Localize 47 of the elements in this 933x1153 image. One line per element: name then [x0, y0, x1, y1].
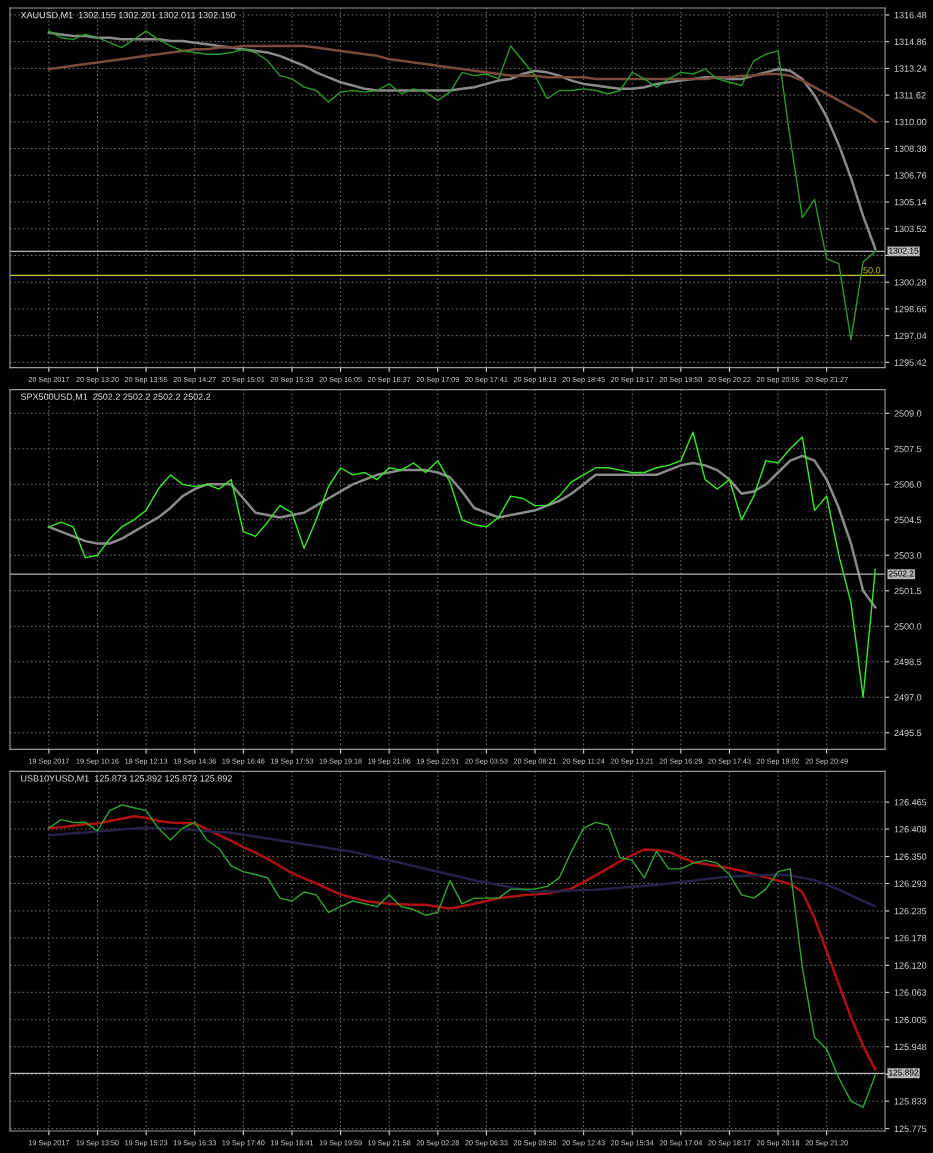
y-tick-label: 1306.76: [894, 172, 927, 179]
chart-title: SPX500USD,M1 2502.2 2502.2 2502.2 2502.2: [20, 393, 211, 401]
y-tick-label: 126.063: [894, 989, 927, 996]
y-tick-label: 2501.5: [894, 587, 922, 595]
y-tick-label: 1311.62: [894, 92, 926, 99]
line-series: [47, 815, 877, 1071]
chart-title: XAUUSD,M1 1302.155 1302.201 1302.011 1302.150: [20, 11, 236, 20]
y-tick-label: 2497.0: [894, 694, 922, 701]
line-series: [47, 826, 877, 908]
chart-title: USB10YUSD,M1 125.873 125.892 125.873 125.892: [21, 775, 232, 783]
y-tick-label: 126.005: [894, 1016, 927, 1024]
line-series: [47, 44, 877, 124]
y-tick-label: 1314.86: [894, 38, 927, 46]
y-tick-label: 2498.5: [894, 658, 922, 666]
y-tick-label: 1300.28: [894, 279, 927, 286]
y-tick-label: 1308.38: [894, 145, 927, 152]
ref-line-label: 1302.15: [889, 247, 919, 254]
y-tick-label: 1303.52: [894, 225, 927, 233]
y-tick-label: 126.408: [894, 826, 927, 833]
y-tick-label: 126.235: [894, 907, 927, 915]
y-tick-label: 125.948: [894, 1043, 927, 1051]
y-tick-label: 2503.0: [894, 552, 922, 559]
y-tick-label: 2506.0: [894, 481, 922, 488]
y-tick-label: 2500.0: [894, 623, 922, 630]
y-tick-label: 126.120: [894, 962, 927, 969]
y-tick-label: 1310.00: [894, 118, 927, 126]
annotation: 50.0: [863, 267, 881, 274]
y-tick-label: 126.293: [894, 880, 927, 887]
y-tick-label: 1298.66: [894, 305, 927, 313]
y-tick-label: 2504.5: [894, 516, 922, 524]
y-tick-label: 126.178: [894, 934, 927, 942]
ref-line-label: 2502.2: [888, 570, 914, 577]
line-series: [48, 804, 876, 1109]
y-tick-label: 2509.0: [894, 410, 922, 417]
ref-line-label: 125.892: [889, 1069, 919, 1076]
y-tick-label: 2507.5: [894, 445, 922, 453]
y-tick-label: 1297.04: [894, 332, 927, 340]
line-series: [48, 431, 876, 698]
y-tick-label: 125.775: [894, 1125, 927, 1132]
y-tick-label: 1313.24: [894, 65, 927, 72]
y-tick-label: 126.465: [894, 799, 927, 806]
y-tick-label: 1305.14: [894, 198, 927, 206]
y-tick-label: 2495.5: [894, 729, 922, 737]
y-tick-label: 1316.48: [894, 11, 927, 19]
y-tick-label: 1295.42: [894, 359, 927, 366]
y-tick-label: 126.350: [894, 853, 927, 860]
y-tick-label: 125.833: [894, 1098, 927, 1105]
